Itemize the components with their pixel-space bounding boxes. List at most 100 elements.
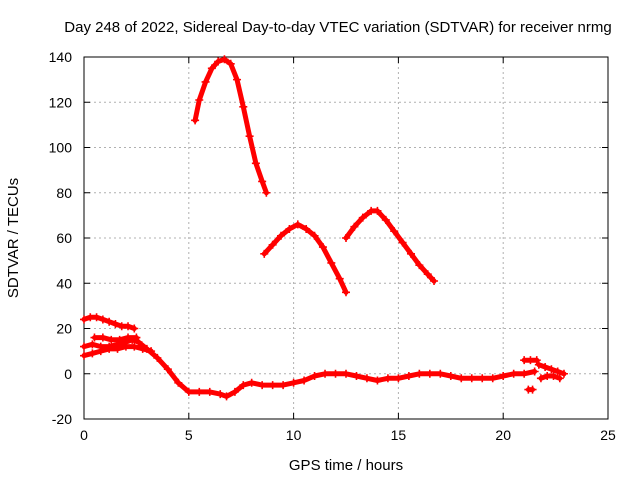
y-tick-label: 20	[56, 321, 72, 337]
axis-ticks: 0 5 10 15 20 25 -20 0 20 40 60 80 100 120 140	[49, 49, 616, 443]
series-arc-11	[524, 385, 537, 394]
data-point-marker	[107, 335, 116, 344]
data-point-marker	[358, 213, 367, 222]
data-point-marker	[532, 356, 541, 365]
data-point-marker	[559, 369, 568, 378]
data-point-marker	[327, 258, 336, 267]
data-point-marker	[251, 159, 260, 168]
data-point-marker	[239, 381, 248, 390]
data-point-marker	[321, 369, 330, 378]
data-point-marker	[436, 369, 445, 378]
y-tick-label: 140	[49, 49, 73, 65]
data-point-marker	[222, 392, 231, 401]
data-point-marker	[147, 347, 156, 356]
data-point-marker	[201, 77, 210, 86]
data-point-marker	[318, 243, 327, 252]
data-point-marker	[268, 240, 277, 249]
data-point-marker	[216, 390, 225, 399]
data-point-marker	[80, 315, 88, 324]
data-point-marker	[457, 374, 466, 383]
data-point-marker	[530, 367, 539, 376]
data-point-marker	[300, 376, 309, 385]
y-tick-label: -20	[52, 411, 72, 427]
data-point-marker	[478, 374, 487, 383]
data-point-marker	[113, 344, 122, 353]
data-point-marker	[153, 353, 162, 362]
data-point-marker	[239, 102, 248, 111]
series-arc-4	[80, 313, 139, 333]
data-point-marker	[310, 231, 319, 240]
data-point-marker	[520, 369, 529, 378]
data-point-marker	[96, 347, 105, 356]
data-point-marker	[262, 188, 271, 197]
data-point-marker	[163, 365, 172, 374]
data-point-marker	[331, 369, 340, 378]
data-point-marker	[430, 276, 439, 285]
y-tick-label: 100	[49, 140, 73, 156]
x-tick-label: 10	[286, 427, 302, 443]
data-point-marker	[184, 387, 193, 396]
data-point-marker	[310, 372, 319, 381]
data-point-marker	[335, 274, 344, 283]
series-arc-1	[191, 55, 271, 197]
data-point-marker	[121, 342, 130, 351]
data-point-marker	[488, 374, 497, 383]
data-point-marker	[80, 342, 88, 351]
data-point-marker	[105, 344, 114, 353]
data-point-marker	[245, 132, 254, 141]
data-point-marker	[362, 374, 371, 383]
data-point-marker	[124, 333, 133, 342]
series-line	[343, 208, 437, 284]
data-point-marker	[220, 55, 229, 64]
series-arc-5	[80, 335, 539, 401]
data-point-marker	[394, 374, 403, 383]
data-point-marker	[138, 344, 147, 353]
data-point-marker	[467, 374, 476, 383]
data-point-marker	[373, 376, 382, 385]
data-point-marker	[88, 349, 97, 358]
data-point-marker	[111, 319, 120, 328]
data-point-marker	[124, 322, 133, 331]
y-tick-label: 120	[49, 94, 73, 110]
data-point-marker	[383, 374, 392, 383]
data-point-marker	[446, 372, 455, 381]
data-point-marker	[247, 378, 256, 387]
x-tick-label: 15	[391, 427, 407, 443]
data-point-marker	[195, 387, 204, 396]
data-point-marker	[92, 313, 101, 322]
data-point-marker	[406, 249, 415, 258]
data-point-marker	[191, 116, 200, 125]
chart-title: Day 248 of 2022, Sidereal Day-to-day VTE…	[64, 19, 611, 36]
data-point-marker	[350, 222, 359, 231]
y-tick-label: 80	[56, 185, 72, 201]
data-point-marker	[226, 59, 235, 68]
data-point-marker	[285, 224, 294, 233]
data-point-marker	[115, 335, 124, 344]
data-point-marker	[98, 333, 107, 342]
data-point-marker	[555, 374, 564, 383]
data-point-marker	[230, 387, 239, 396]
data-point-marker	[415, 261, 424, 270]
data-series	[80, 55, 568, 401]
data-point-marker	[547, 365, 556, 374]
y-tick-label: 0	[64, 366, 72, 382]
data-point-marker	[302, 224, 311, 233]
data-point-marker	[130, 324, 139, 333]
x-tick-label: 25	[600, 427, 616, 443]
series-arc-8	[520, 356, 541, 365]
data-point-marker	[277, 231, 286, 240]
data-point-marker	[90, 333, 99, 342]
series-arc-6	[80, 342, 156, 360]
data-point-marker	[342, 234, 350, 242]
y-tick-label: 60	[56, 230, 72, 246]
data-point-marker	[499, 372, 508, 381]
data-point-marker	[404, 372, 413, 381]
data-point-marker	[509, 369, 518, 378]
x-tick-label: 0	[80, 427, 88, 443]
data-point-marker	[373, 206, 382, 215]
x-axis-label: GPS time / hours	[289, 457, 403, 474]
data-point-marker	[390, 227, 399, 236]
data-point-marker	[233, 75, 242, 84]
data-point-marker	[134, 338, 143, 347]
